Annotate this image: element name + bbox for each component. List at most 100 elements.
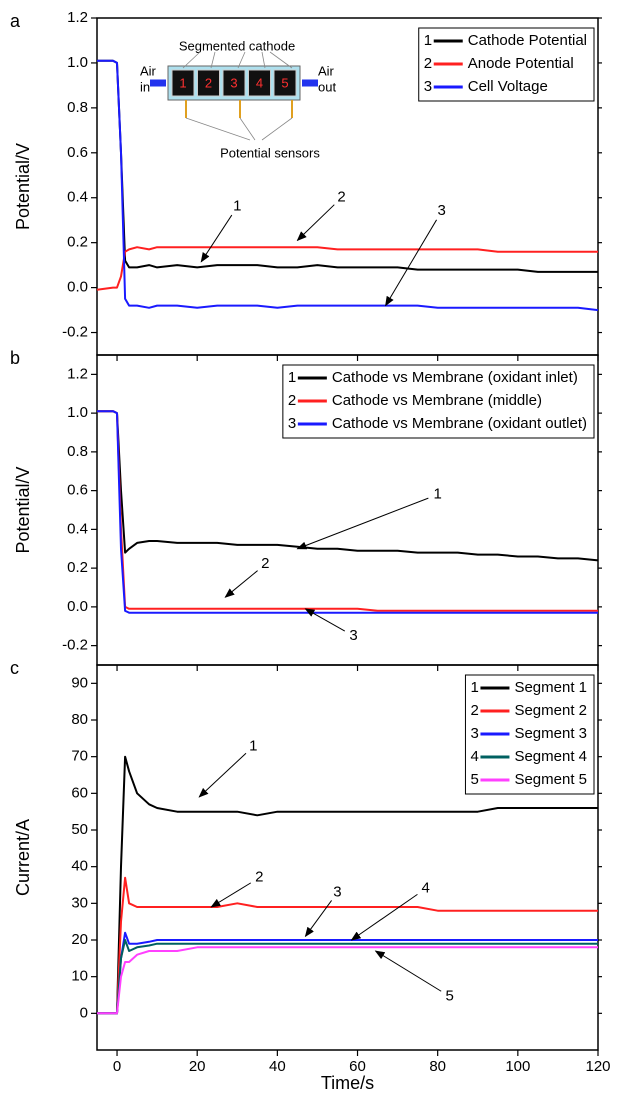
- y-tick-label: 1.2: [67, 365, 88, 382]
- x-tick-label: 80: [429, 1058, 446, 1075]
- annotation-label: 1: [233, 198, 241, 215]
- data-line: [97, 931, 598, 1015]
- data-line: [97, 939, 598, 1015]
- cathode-segment: [273, 69, 297, 97]
- data-line: [97, 755, 598, 1015]
- cathode-segment: [197, 69, 220, 97]
- outlet-label: Air: [318, 63, 335, 78]
- segment-number: 5: [281, 75, 288, 90]
- legend-key: 4: [470, 748, 478, 765]
- annotation-label: 1: [434, 485, 442, 502]
- cathode-segment: [171, 69, 195, 97]
- x-tick-label: 20: [189, 1058, 206, 1075]
- annotation-label: 3: [438, 202, 446, 219]
- annotation-arrow: [350, 893, 418, 941]
- legend: 1 Segment 1 2 Segment 2 3 Segment 3 4 Segment 4…: [464, 674, 595, 795]
- annotation-arrow: [304, 608, 346, 632]
- annotation-arrow: [296, 204, 335, 242]
- cathode-segment: [248, 69, 271, 97]
- legend-key: 2: [470, 702, 478, 719]
- legend-key: 1: [288, 369, 296, 386]
- y-tick-label: 1.2: [67, 9, 88, 26]
- y-tick-label: 0.2: [67, 234, 88, 251]
- x-tick-label: 120: [585, 1058, 610, 1075]
- legend-key: 1: [470, 679, 478, 696]
- y-tick-label: -0.2: [62, 637, 88, 654]
- y-tick-label: 0.8: [67, 99, 88, 116]
- x-tick-label: 0: [113, 1058, 121, 1075]
- y-tick-label: 1.0: [67, 54, 88, 71]
- sensor-label: Potential sensors: [220, 145, 320, 160]
- annotation-label: 2: [261, 555, 269, 572]
- x-tick-label: 100: [505, 1058, 530, 1075]
- y-tick-label: 0.8: [67, 443, 88, 460]
- data-line: [97, 410, 598, 614]
- sensor-lines: [185, 100, 293, 118]
- legend-label: Cathode vs Membrane (oxidant inlet): [332, 369, 578, 386]
- annotation-label: 3: [333, 883, 341, 900]
- annotation-arrow: [198, 752, 247, 798]
- cathode-segment: [222, 69, 246, 97]
- y-axis-label: Potential/V: [13, 466, 33, 553]
- panel-label: b: [10, 348, 20, 368]
- y-axis-label: Current/A: [13, 819, 33, 896]
- data-line: [97, 946, 598, 1015]
- legend-label: Segment 4: [514, 748, 587, 765]
- panel-label: a: [10, 11, 21, 31]
- legend-key: 2: [288, 392, 296, 409]
- sensor-leaders: [185, 117, 293, 141]
- y-tick-label: 0.4: [67, 520, 88, 537]
- annotation-arrow: [224, 570, 258, 598]
- annotation-arrow: [385, 219, 438, 307]
- x-tick-label: 40: [269, 1058, 286, 1075]
- y-tick-label: 30: [71, 894, 88, 911]
- legend-box: [282, 364, 595, 439]
- annotation-arrow: [304, 900, 332, 938]
- y-tick-label: 0.2: [67, 559, 88, 576]
- legend-key: 1: [424, 32, 432, 49]
- segment-number: 4: [256, 75, 263, 90]
- y-tick-label: 0.6: [67, 144, 88, 161]
- annotation-arrow: [200, 214, 233, 263]
- y-tick-label: 0.6: [67, 482, 88, 499]
- legend-label: Cathode Potential: [468, 32, 587, 49]
- legend-label: Segment 1: [514, 679, 587, 696]
- x-tick-label: 60: [349, 1058, 366, 1075]
- annotation-arrow: [296, 497, 429, 550]
- x-axis-label: Time/s: [321, 1073, 374, 1093]
- y-axis-label: Potential/V: [13, 143, 33, 230]
- data-line: [97, 410, 598, 612]
- y-tick-label: 80: [71, 711, 88, 728]
- y-tick-label: 10: [71, 968, 88, 985]
- annotation-label: 2: [255, 869, 263, 886]
- y-tick-label: 1.0: [67, 404, 88, 421]
- legend-label: Segment 5: [514, 771, 587, 788]
- inset-title: Segmented cathode: [179, 38, 295, 53]
- panel-label: c: [10, 658, 19, 678]
- y-tick-label: 50: [71, 821, 88, 838]
- segment-number: 3: [230, 75, 237, 90]
- y-tick-label: 20: [71, 931, 88, 948]
- y-tick-label: 0.4: [67, 189, 88, 206]
- legend-label: Cathode vs Membrane (middle): [332, 392, 542, 409]
- annotation-label: 4: [421, 880, 429, 897]
- legend-key: 3: [424, 78, 432, 95]
- y-tick-label: 0.0: [67, 598, 88, 615]
- segment-number: 1: [179, 75, 186, 90]
- legend-label: Cell Voltage: [468, 78, 548, 95]
- data-line: [97, 876, 598, 1015]
- legend-label: Segment 2: [514, 702, 587, 719]
- legend-key: 2: [424, 55, 432, 72]
- segment-leaders: [182, 51, 293, 69]
- legend: 1 Cathode vs Membrane (oxidant inlet) 2 Cat…: [282, 364, 595, 439]
- legend: 1 Cathode Potential 2 Anode Potential 3 Cell …: [418, 27, 595, 102]
- legend-key: 3: [288, 415, 296, 432]
- plot-frame: [96, 664, 599, 1051]
- annotation-label: 2: [337, 189, 345, 206]
- y-tick-label: 70: [71, 748, 88, 765]
- annotation-label: 5: [446, 987, 454, 1004]
- y-tick-label: 60: [71, 784, 88, 801]
- annotation-arrow: [210, 882, 252, 908]
- segment-number: 2: [205, 75, 212, 90]
